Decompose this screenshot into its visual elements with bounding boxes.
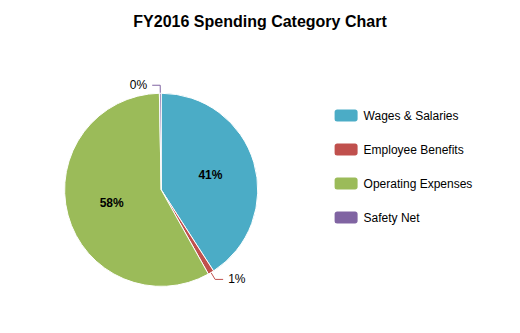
svg-text:58%: 58% <box>100 196 124 210</box>
svg-text:Safety Net: Safety Net <box>364 211 421 225</box>
svg-text:Employee Benefits: Employee Benefits <box>364 143 464 157</box>
svg-text:41%: 41% <box>198 168 222 182</box>
svg-text:Operating Expenses: Operating Expenses <box>364 177 473 191</box>
svg-text:1%: 1% <box>228 272 246 286</box>
svg-text:FY2016 Spending Category Chart: FY2016 Spending Category Chart <box>133 13 387 30</box>
svg-text:Wages & Salaries: Wages & Salaries <box>364 109 459 123</box>
svg-text:0%: 0% <box>130 78 148 92</box>
